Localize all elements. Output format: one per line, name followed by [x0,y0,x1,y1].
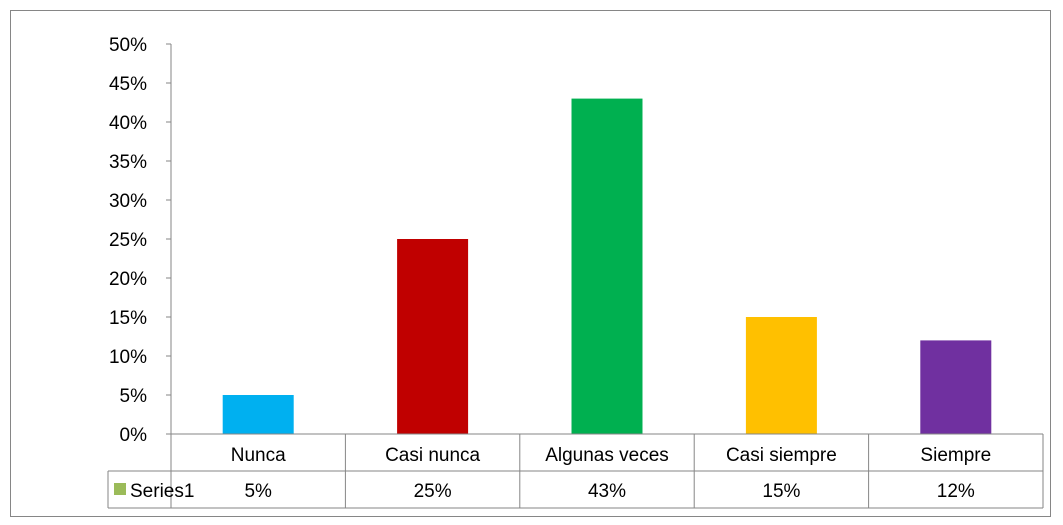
y-tick-label: 0% [120,425,148,446]
legend-label-series1: Series1 [130,481,194,502]
y-tick-label: 25% [109,230,147,251]
legend-key-series1 [114,483,126,495]
y-tick-label: 50% [109,35,147,56]
y-tick-label: 30% [109,191,147,212]
category-label: Nunca [231,445,286,466]
data-value-label: 12% [937,481,975,502]
y-tick-label: 40% [109,113,147,134]
bar-casi-siempre [745,317,817,434]
y-tick-label: 15% [109,308,147,329]
data-value-label: 43% [588,481,626,502]
data-value-label: 5% [244,481,272,502]
bar-siempre [920,340,992,434]
category-label: Casi siempre [726,445,837,466]
category-label: Algunas veces [545,445,669,466]
data-value-label: 25% [414,481,452,502]
y-tick-label: 20% [109,269,147,290]
bar-casi-nunca [397,239,469,434]
y-tick-label: 45% [109,74,147,95]
category-label: Siempre [920,445,991,466]
bars [222,98,992,434]
y-tick-label: 5% [120,386,148,407]
chart-border [10,10,1051,517]
data-value-label: 15% [762,481,800,502]
y-axis: 0% 5% 10% 15% 20% 25% 30% 35% 40% 45% 50% [109,35,172,446]
data-table: Nunca 5% Casi nunca 25% Algunas veces 43% Casi… [107,433,1044,509]
y-tick-label: 35% [109,152,147,173]
category-label: Casi nunca [385,445,480,466]
y-tick-label: 10% [109,347,147,368]
bar-nunca [222,395,294,434]
bar-algunas-veces [571,98,643,434]
